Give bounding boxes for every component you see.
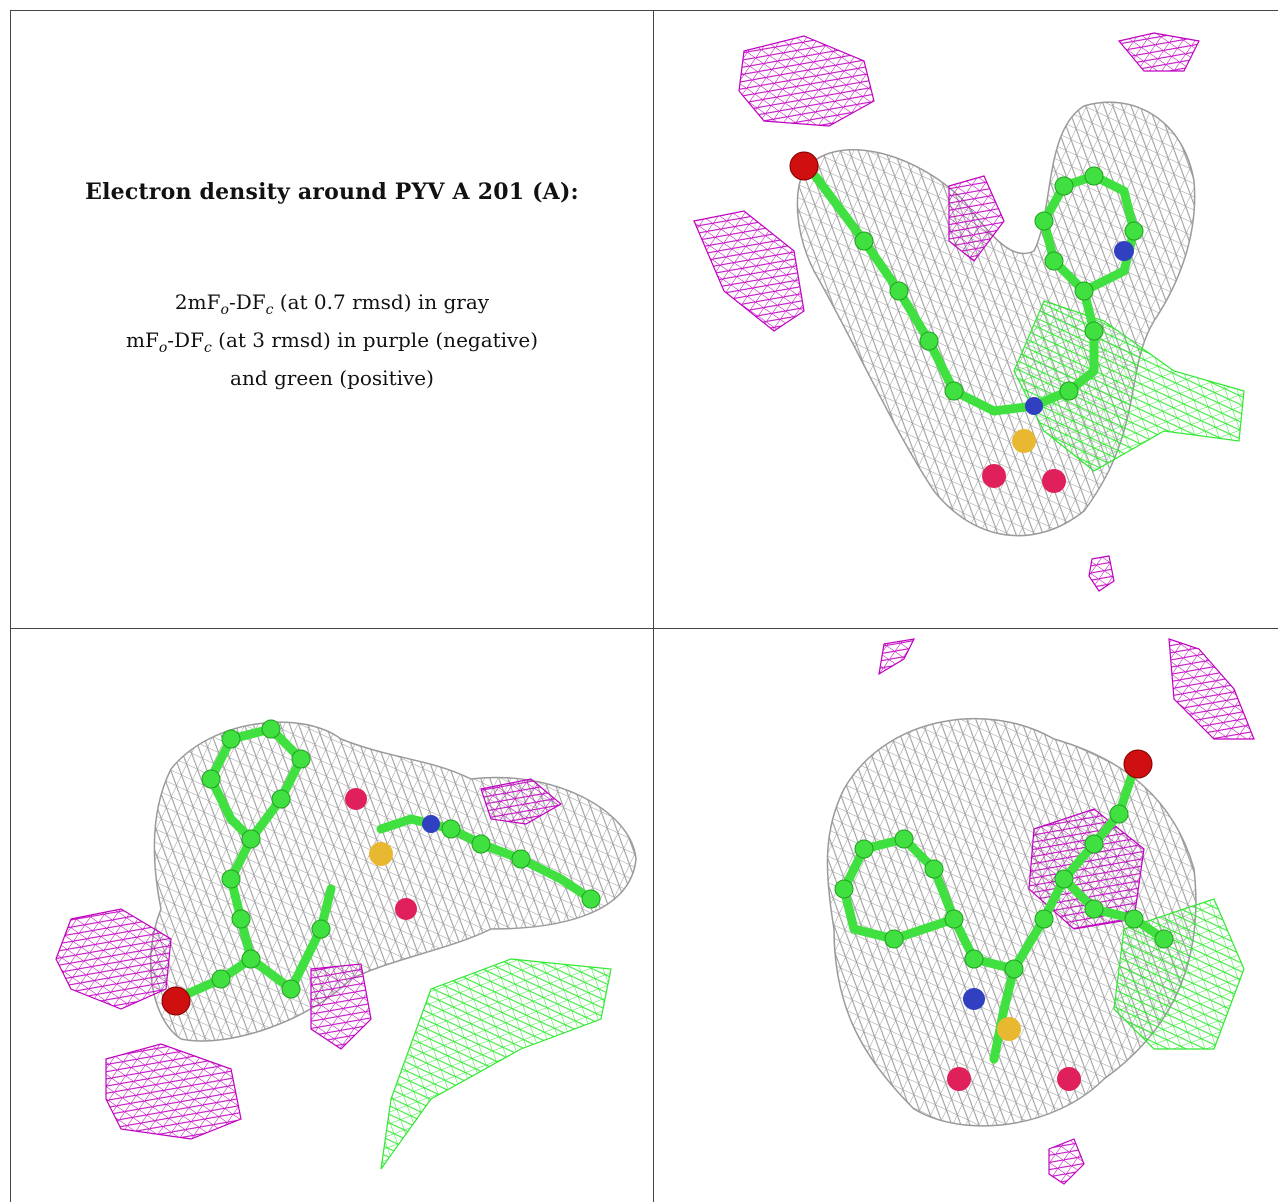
purple-negative-mesh	[55, 778, 563, 1140]
ligand-model	[789, 151, 1144, 493]
legend-line-1: 2mFo-DFc (at 0.7 rmsd) in gray	[174, 290, 490, 318]
caption-cell: Electron density around PYV A 201 (A): 2…	[11, 11, 653, 628]
ligand-model	[161, 719, 601, 1016]
density-view-bottom-right	[654, 629, 1278, 1202]
green-positive-mesh	[380, 958, 612, 1170]
legend-line-2: mFo-DFc (at 3 rmsd) in purple (negative)	[126, 328, 538, 356]
figure-title: Electron density around PYV A 201 (A):	[85, 179, 579, 205]
density-view-bottom-left	[11, 629, 653, 1202]
ligand-model	[834, 749, 1174, 1091]
grid-divider-vertical	[653, 10, 654, 1202]
density-view-top-right	[654, 11, 1278, 628]
grid-divider-horizontal	[10, 628, 1278, 629]
legend-text: 2mFo-DFc (at 0.7 rmsd) in gray mFo-DFc (…	[11, 287, 653, 393]
purple-negative-mesh	[693, 32, 1200, 592]
green-positive-mesh	[1113, 898, 1245, 1050]
legend-line-3: and green (positive)	[230, 366, 434, 390]
figure-grid	[10, 10, 1278, 1202]
